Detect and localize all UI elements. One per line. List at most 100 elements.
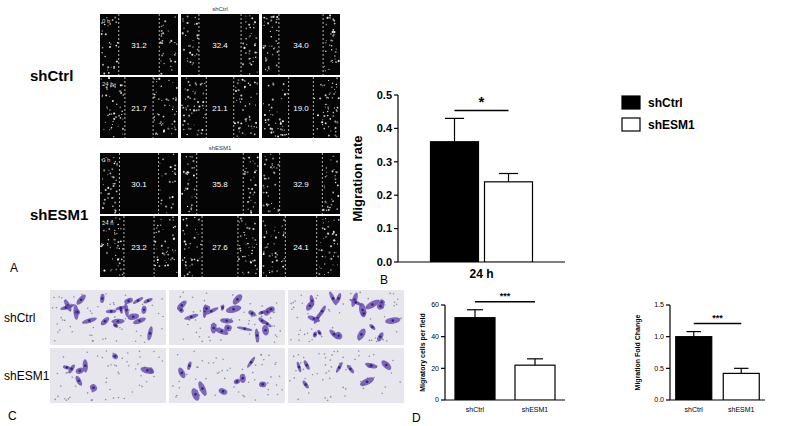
cell-speckle bbox=[113, 66, 115, 68]
pore bbox=[92, 340, 94, 342]
cell-speckle bbox=[264, 114, 266, 116]
pore bbox=[91, 334, 93, 336]
cell-speckle bbox=[271, 270, 273, 272]
cell-speckle bbox=[337, 243, 338, 244]
pore bbox=[63, 356, 65, 358]
cell-speckle bbox=[250, 179, 252, 181]
cell-speckle bbox=[331, 204, 333, 206]
cell-speckle bbox=[198, 219, 200, 221]
cell-nucleus bbox=[181, 372, 184, 375]
pore bbox=[114, 316, 116, 318]
cell-speckle bbox=[115, 161, 116, 162]
bar bbox=[676, 337, 712, 400]
pore bbox=[68, 398, 70, 400]
cell-speckle bbox=[108, 77, 110, 79]
cell-speckle bbox=[264, 21, 265, 22]
cell-speckle bbox=[115, 116, 117, 118]
migrated-cell bbox=[89, 383, 99, 393]
wound-width: 30.1 bbox=[131, 180, 147, 189]
cell-speckle bbox=[271, 46, 272, 47]
wound-edge bbox=[118, 14, 119, 75]
pore bbox=[396, 304, 398, 306]
cell-speckle bbox=[202, 105, 204, 107]
cell-nucleus bbox=[117, 320, 120, 323]
cell-speckle bbox=[242, 79, 244, 81]
cell-speckle bbox=[276, 260, 278, 262]
cell-nucleus bbox=[188, 364, 191, 367]
cell-speckle bbox=[164, 104, 166, 106]
cell-speckle bbox=[157, 262, 158, 263]
cell-speckle bbox=[282, 126, 283, 127]
legend-label: shCtrl bbox=[648, 96, 683, 110]
cell-speckle bbox=[334, 252, 336, 254]
pore bbox=[71, 376, 73, 378]
cell-speckle bbox=[245, 16, 246, 17]
pore bbox=[129, 309, 131, 311]
pore bbox=[153, 376, 155, 378]
migrated-cell bbox=[100, 294, 105, 304]
wound-width: 31.2 bbox=[131, 41, 147, 50]
cell-speckle bbox=[185, 261, 187, 263]
cell-nucleus bbox=[321, 310, 324, 313]
error-bar-stem bbox=[693, 332, 694, 337]
cell-speckle bbox=[186, 134, 188, 136]
pore bbox=[54, 340, 56, 342]
cell-nucleus bbox=[379, 336, 382, 339]
cell-speckle bbox=[170, 66, 172, 68]
cell-nucleus bbox=[104, 320, 107, 323]
cell-speckle bbox=[323, 84, 325, 86]
cell-speckle bbox=[321, 249, 323, 251]
pore bbox=[317, 295, 319, 297]
cell-speckle bbox=[265, 247, 266, 248]
pore bbox=[195, 319, 197, 321]
cell-speckle bbox=[198, 109, 200, 111]
legend-swatch bbox=[622, 96, 640, 109]
cell-speckle bbox=[182, 32, 184, 34]
pore bbox=[249, 333, 251, 335]
cell-speckle bbox=[189, 265, 190, 266]
cell-speckle bbox=[336, 208, 338, 210]
pore bbox=[218, 371, 220, 373]
migrated-cell bbox=[335, 361, 344, 373]
pore bbox=[59, 329, 61, 331]
micrograph bbox=[169, 290, 285, 345]
cell-speckle bbox=[194, 93, 196, 95]
cell-speckle bbox=[244, 171, 246, 173]
cell-speckle bbox=[155, 232, 156, 233]
migrated-cell bbox=[247, 309, 257, 318]
cell-speckle bbox=[336, 84, 337, 85]
cell-speckle bbox=[115, 239, 116, 240]
cell-speckle bbox=[160, 190, 161, 191]
cell-speckle bbox=[198, 219, 200, 221]
cell-speckle bbox=[336, 171, 338, 173]
pore bbox=[162, 360, 164, 362]
pore bbox=[301, 294, 303, 296]
cell-speckle bbox=[160, 73, 162, 75]
significance-bracket bbox=[475, 301, 535, 303]
migrated-cell bbox=[132, 296, 144, 305]
pore bbox=[328, 309, 330, 311]
cell-speckle bbox=[187, 273, 189, 275]
error-bar-cap bbox=[445, 118, 464, 119]
cell-speckle bbox=[161, 124, 162, 125]
pore bbox=[215, 357, 217, 359]
pore bbox=[294, 377, 296, 379]
pore bbox=[61, 297, 63, 299]
cell-speckle bbox=[113, 157, 114, 158]
cell-speckle bbox=[324, 228, 326, 230]
cell-speckle bbox=[333, 220, 334, 221]
migrated-cell bbox=[75, 293, 87, 306]
cell-speckle bbox=[281, 261, 282, 262]
cell-speckle bbox=[265, 69, 266, 70]
cell-speckle bbox=[114, 202, 116, 204]
cell-speckle bbox=[237, 82, 239, 84]
cell-speckle bbox=[319, 266, 320, 267]
cell-speckle bbox=[195, 196, 196, 197]
cell-speckle bbox=[244, 256, 246, 258]
error-bar-cap bbox=[734, 368, 748, 369]
cell-speckle bbox=[246, 227, 248, 229]
cell-speckle bbox=[335, 61, 337, 63]
cell-nucleus bbox=[309, 305, 312, 308]
cell-speckle bbox=[184, 240, 186, 242]
y-tick bbox=[666, 399, 670, 400]
